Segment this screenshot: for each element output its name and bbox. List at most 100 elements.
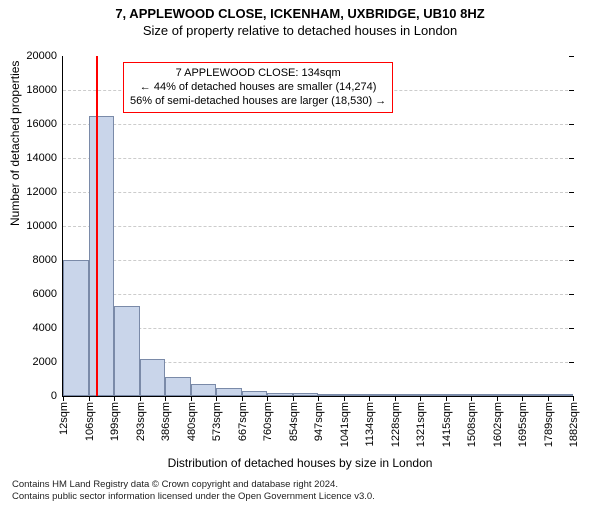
- y-tick-label: 4000: [33, 322, 63, 334]
- x-tick-mark: [267, 396, 268, 401]
- histogram-bar: [497, 394, 523, 396]
- x-tick-label: 1134sqm: [362, 402, 376, 446]
- x-tick-mark: [497, 396, 498, 401]
- y-tick-mark: [569, 294, 574, 295]
- x-tick-mark: [165, 396, 166, 401]
- histogram-bar: [165, 377, 191, 396]
- x-tick-mark: [369, 396, 370, 401]
- gridline: [63, 294, 573, 295]
- y-tick-label: 8000: [33, 254, 63, 266]
- histogram-bar: [114, 306, 140, 396]
- x-tick-mark: [89, 396, 90, 401]
- histogram-bar: [216, 388, 242, 396]
- x-tick-label: 1415sqm: [439, 402, 453, 447]
- x-tick-mark: [395, 396, 396, 401]
- x-tick-mark: [548, 396, 549, 401]
- y-tick-label: 16000: [26, 118, 63, 130]
- x-tick-label: 480sqm: [184, 402, 198, 441]
- x-tick-mark: [242, 396, 243, 401]
- chart-plot-area: 0200040006000800010000120001400016000180…: [62, 56, 573, 397]
- y-tick-label: 6000: [33, 288, 63, 300]
- x-tick-mark: [191, 396, 192, 401]
- x-tick-label: 760sqm: [260, 402, 274, 441]
- histogram-bar: [344, 394, 370, 396]
- y-tick-mark: [569, 192, 574, 193]
- y-tick-mark: [569, 226, 574, 227]
- y-tick-mark: [569, 328, 574, 329]
- y-tick-label: 18000: [26, 84, 63, 96]
- gridline: [63, 260, 573, 261]
- x-tick-label: 293sqm: [133, 402, 147, 441]
- gridline: [63, 328, 573, 329]
- x-tick-label: 1602sqm: [490, 402, 504, 447]
- histogram-bar: [191, 384, 217, 396]
- histogram-bar: [446, 394, 472, 396]
- x-tick-label: 1508sqm: [464, 402, 478, 447]
- x-tick-mark: [216, 396, 217, 401]
- x-tick-label: 1041sqm: [337, 402, 351, 447]
- gridline: [63, 124, 573, 125]
- y-tick-mark: [569, 158, 574, 159]
- x-tick-mark: [140, 396, 141, 401]
- y-tick-mark: [569, 124, 574, 125]
- x-tick-mark: [420, 396, 421, 401]
- x-tick-label: 199sqm: [107, 402, 121, 441]
- histogram-bar: [242, 391, 268, 396]
- histogram-bar: [267, 393, 293, 396]
- x-tick-mark: [471, 396, 472, 401]
- footer-attribution: Contains HM Land Registry data © Crown c…: [12, 479, 375, 502]
- footer-line-2: Contains public sector information licen…: [12, 491, 375, 502]
- y-tick-label: 2000: [33, 356, 63, 368]
- histogram-bar: [420, 394, 446, 396]
- x-tick-label: 106sqm: [82, 402, 96, 441]
- histogram-bar: [471, 394, 497, 396]
- annotation-line-2: ← 44% of detached houses are smaller (14…: [130, 81, 386, 95]
- histogram-bar: [522, 394, 548, 396]
- annotation-line-1: 7 APPLEWOOD CLOSE: 134sqm: [130, 67, 386, 81]
- x-tick-label: 12sqm: [56, 402, 70, 435]
- x-tick-label: 667sqm: [235, 402, 249, 441]
- x-tick-label: 1695sqm: [515, 402, 529, 447]
- x-tick-label: 1321sqm: [413, 402, 427, 447]
- y-tick-mark: [569, 56, 574, 57]
- y-tick-mark: [569, 90, 574, 91]
- x-tick-label: 1882sqm: [566, 402, 580, 447]
- histogram-bar: [63, 260, 89, 396]
- x-tick-mark: [344, 396, 345, 401]
- histogram-bar: [89, 116, 115, 397]
- chart-title-sub: Size of property relative to detached ho…: [0, 23, 600, 38]
- x-tick-mark: [114, 396, 115, 401]
- footer-line-1: Contains HM Land Registry data © Crown c…: [12, 479, 375, 490]
- annotation-line-3: 56% of semi-detached houses are larger (…: [130, 95, 386, 109]
- histogram-bar: [395, 394, 421, 396]
- x-tick-mark: [522, 396, 523, 401]
- x-tick-mark: [446, 396, 447, 401]
- y-tick-label: 10000: [26, 220, 63, 232]
- y-tick-label: 12000: [26, 186, 63, 198]
- x-tick-label: 854sqm: [286, 402, 300, 441]
- x-tick-mark: [293, 396, 294, 401]
- gridline: [63, 226, 573, 227]
- y-tick-label: 0: [51, 390, 63, 402]
- property-marker-line: [96, 56, 98, 396]
- histogram-bar: [318, 394, 344, 396]
- property-annotation: 7 APPLEWOOD CLOSE: 134sqm← 44% of detach…: [123, 62, 393, 113]
- x-tick-mark: [318, 396, 319, 401]
- x-tick-label: 1789sqm: [541, 402, 555, 447]
- histogram-bar: [548, 394, 574, 396]
- x-tick-mark: [63, 396, 64, 401]
- x-tick-label: 1228sqm: [388, 402, 402, 447]
- histogram-bar: [140, 359, 166, 396]
- x-tick-mark: [573, 396, 574, 401]
- histogram-bar: [369, 394, 395, 396]
- y-tick-mark: [569, 362, 574, 363]
- gridline: [63, 158, 573, 159]
- x-tick-label: 386sqm: [158, 402, 172, 441]
- y-tick-label: 14000: [26, 152, 63, 164]
- y-tick-label: 20000: [26, 50, 63, 62]
- x-axis-label: Distribution of detached houses by size …: [0, 456, 600, 470]
- y-axis-label: Number of detached properties: [8, 61, 22, 226]
- x-tick-label: 573sqm: [209, 402, 223, 441]
- x-tick-label: 947sqm: [311, 402, 325, 441]
- y-tick-mark: [569, 260, 574, 261]
